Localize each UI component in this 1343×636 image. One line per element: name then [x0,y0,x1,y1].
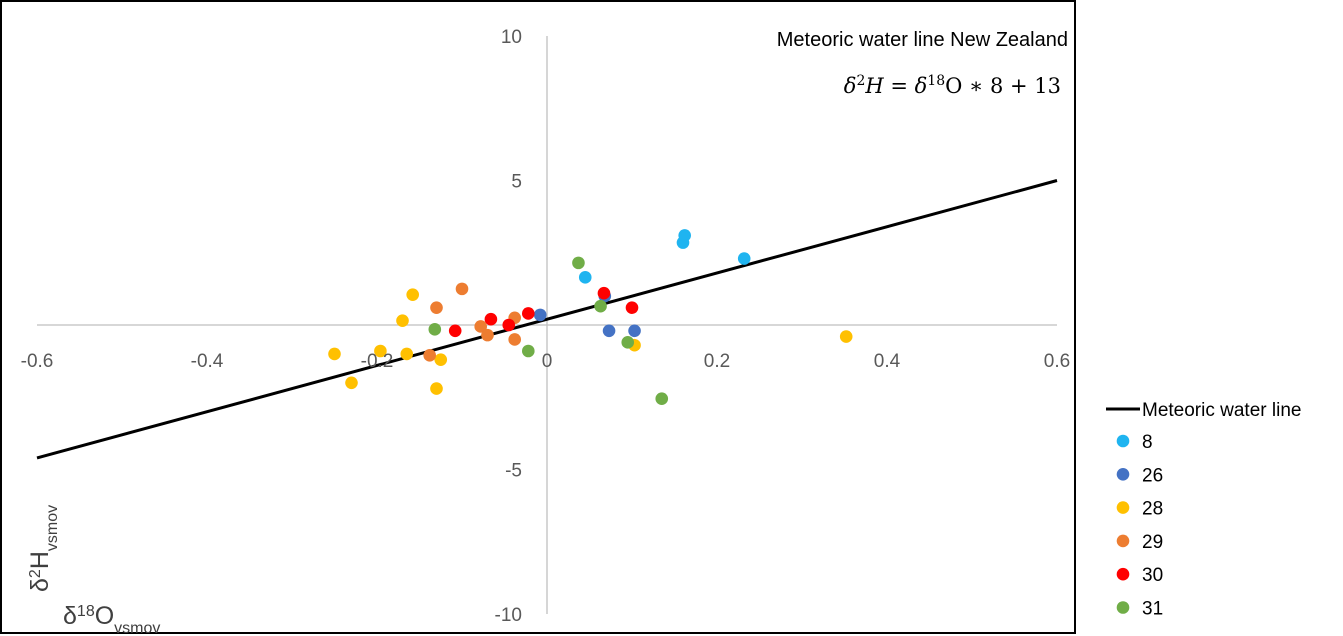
data-point-series-8 [678,229,691,242]
data-point-series-28 [430,382,443,395]
ylabel-base: H [26,551,54,569]
y-tick-label: -5 [505,461,522,482]
legend-label-series-8: 8 [1142,432,1153,453]
legend-marker-series-29 [1116,534,1130,548]
x-axis-label: δ18Ovsmov [63,602,160,636]
y-tick-label: 5 [511,172,522,193]
x-tick-label: 0.2 [704,351,730,372]
data-point-series-30 [597,286,611,300]
legend-label-series-26: 26 [1142,465,1163,486]
ylabel-sub: vsmov [44,505,61,551]
data-point-series-31 [655,392,669,405]
legend-label-series-29: 29 [1142,532,1163,553]
y-axis-label: δ2Hvsmov [26,505,61,592]
eq-h: H = [864,74,914,98]
data-point-series-28 [345,376,358,390]
legend-marker-series-8 [1116,434,1130,448]
ylabel-sup: 2 [27,569,44,578]
x-tick-label: -0.6 [21,351,54,372]
eq-sup-2: 2 [856,73,865,89]
y-tick-label: -10 [495,605,522,626]
data-point-series-26 [533,308,547,322]
legend-marker-series-31 [1116,601,1130,614]
legend-marker-series-28 [1116,501,1130,514]
xlabel-base: O [95,602,114,630]
data-point-series-29 [474,320,488,333]
legend-marker-series-30 [1116,567,1130,581]
data-point-series-8 [737,252,751,265]
x-tick-label: 0.4 [874,351,901,372]
data-point-series-29 [508,333,521,346]
data-point-series-29 [455,282,469,296]
data-point-series-28 [434,353,448,366]
data-point-series-30 [502,318,516,332]
data-point-series-28 [406,288,420,301]
data-point-series-31 [621,336,635,349]
line-equation: δ2H = δ18O ∗ 8 + 13 [844,73,1061,98]
data-point-series-28 [839,330,853,343]
xlabel-sub: vsmov [114,620,160,636]
y-tick-label: 10 [501,27,522,48]
data-point-series-30 [448,324,462,338]
legend-label-series-30: 30 [1142,565,1163,586]
data-point-series-28 [400,347,414,361]
eq-delta-2: δ [915,74,928,98]
axes [37,36,1057,614]
data-point-series-28 [328,347,341,361]
eq-sup-18: 18 [927,73,945,89]
data-point-series-8 [578,271,592,284]
data-point-series-28 [374,344,387,358]
data-point-series-31 [428,323,442,336]
data-point-series-30 [484,312,498,326]
data-point-series-31 [572,256,585,270]
eq-delta-1: δ [844,74,857,98]
legend: Meteoric water line 8 26 28 29 30 31 [1106,400,1301,620]
xlabel-sup: 18 [77,603,95,620]
data-point-series-29 [481,328,494,342]
tick-labels: -0.6 -0.4 -0.2 0 0.2 0.4 0.6 -10 -5 5 10 [21,27,1071,626]
data-points [328,229,853,405]
x-tick-label: -0.4 [191,351,224,372]
data-point-series-26 [602,324,616,338]
data-point-series-29 [430,301,443,314]
legend-marker-series-26 [1116,468,1130,481]
meteoric-water-line-path [36,179,1058,460]
legend-label-series-28: 28 [1142,499,1163,520]
xlabel-delta: δ [63,602,77,630]
data-point-series-29 [423,349,437,362]
data-point-series-31 [522,344,535,358]
eq-rest: O ∗ 8 + 13 [945,74,1061,98]
meteoric-water-line [36,179,1058,460]
x-tick-label: 0.6 [1044,351,1070,372]
plot-frame [0,0,1076,634]
ylabel-delta: δ [26,578,54,592]
legend-line-label: Meteoric water line [1142,400,1301,421]
data-point-series-31 [594,299,607,313]
legend-label-series-31: 31 [1142,599,1163,620]
x-tick-label: -0.2 [361,351,394,372]
chart-title: Meteoric water line New Zealand [777,29,1068,51]
data-point-series-30 [625,301,639,314]
data-point-series-28 [396,314,409,327]
data-point-series-30 [522,307,535,320]
data-point-series-26 [628,324,641,338]
x-tick-label: 0 [542,351,553,372]
